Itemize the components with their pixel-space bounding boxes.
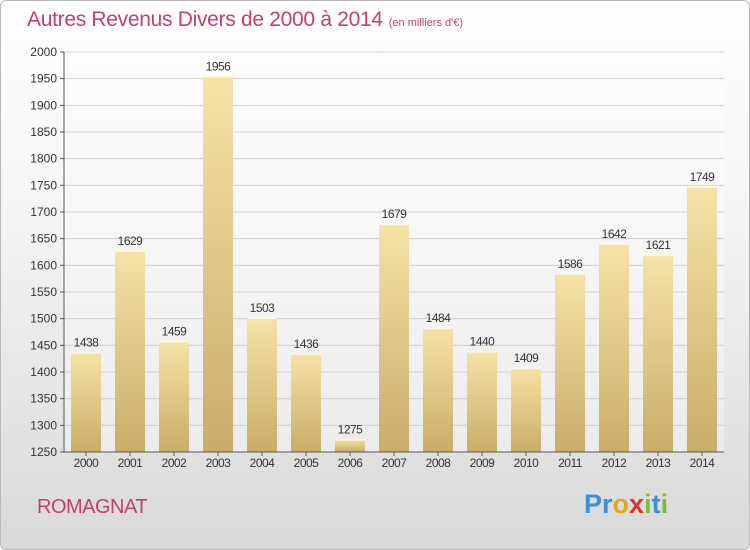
- y-tick-label: 1300: [30, 418, 57, 432]
- logo-letter: P: [584, 489, 603, 519]
- data-label: 1409: [514, 351, 540, 365]
- y-tick-label: 1650: [30, 232, 57, 246]
- x-tick-label: 2008: [426, 456, 452, 470]
- bar-highlight: [511, 367, 541, 370]
- y-tick-label: 1500: [30, 312, 57, 326]
- y-tick-label: 1250: [30, 445, 57, 459]
- chart-subtitle: (en milliers d'€): [388, 17, 463, 29]
- data-label: 1679: [382, 207, 408, 221]
- bar-2005[interactable]: [291, 352, 321, 452]
- bar-2004[interactable]: [247, 317, 277, 452]
- logo-letter: x: [629, 489, 645, 519]
- y-tick-label: 1350: [30, 392, 57, 406]
- bar-highlight: [335, 438, 365, 441]
- x-tick-label: 2004: [250, 456, 276, 470]
- y-tick-label: 2000: [30, 45, 57, 59]
- y-axis: 1250 1300 1350 1400 1450 1500 1550 1600 1650 1700…: [30, 45, 65, 459]
- chart-title: Autres Revenus Divers de 2000 à 2014 (en …: [27, 8, 463, 32]
- bar-highlight: [203, 75, 233, 78]
- bar-2010[interactable]: [511, 367, 541, 452]
- x-tick-label: 2007: [382, 456, 408, 470]
- y-tick-label: 1950: [30, 72, 57, 86]
- data-label: 1956: [206, 59, 232, 73]
- y-tick-label: 1400: [30, 365, 57, 379]
- data-label: 1275: [338, 423, 364, 437]
- logo-letter: i: [644, 489, 652, 519]
- bars: 1438 1629 1459 1956 1503 1436 1275 1679 1484 1440…: [71, 59, 717, 452]
- x-tick-label: 2013: [646, 456, 672, 470]
- data-label: 1484: [426, 311, 452, 325]
- data-label: 1642: [602, 227, 628, 241]
- x-tick-label: 2006: [338, 456, 364, 470]
- bar-highlight: [115, 249, 145, 252]
- bar-highlight: [555, 272, 585, 275]
- bar-chart: 1250 1300 1350 1400 1450 1500 1550 1600 1650 1700…: [30, 45, 724, 470]
- x-tick-label: 2000: [74, 456, 100, 470]
- logo-letter: i: [660, 489, 669, 519]
- data-label: 1629: [118, 234, 144, 248]
- x-tick-label: 2010: [514, 456, 540, 470]
- bar-2000[interactable]: [71, 351, 101, 452]
- bar-highlight: [467, 350, 497, 353]
- x-tick-label: 2011: [558, 456, 583, 470]
- town-name: ROMAGNAT: [37, 496, 148, 518]
- logo-letter: t: [651, 489, 661, 519]
- bar-highlight: [687, 185, 717, 188]
- x-tick-label: 2012: [602, 456, 628, 470]
- y-tick-label: 1550: [30, 285, 57, 299]
- data-label: 1749: [690, 170, 716, 184]
- data-label: 1503: [250, 301, 276, 315]
- bar-highlight: [71, 351, 101, 354]
- y-tick-label: 1850: [30, 125, 57, 139]
- chart-title-text: Autres Revenus Divers de 2000 à 2014: [27, 8, 383, 31]
- bar-2007[interactable]: [379, 223, 409, 452]
- y-tick-label: 1750: [30, 178, 57, 192]
- x-tick-label: 2001: [118, 456, 144, 470]
- data-label: 1621: [646, 238, 672, 252]
- bar-2009[interactable]: [467, 350, 497, 452]
- y-tick-label: 1900: [30, 98, 57, 112]
- x-tick-label: 2002: [162, 456, 188, 470]
- y-tick-label: 1600: [30, 258, 57, 272]
- x-axis: 2000 2001 2002 2003 2004 2005 2006 2007 2008 2009…: [64, 451, 724, 470]
- bar-2006[interactable]: [335, 438, 365, 452]
- bar-2008[interactable]: [423, 327, 453, 452]
- y-tick-label: 1800: [30, 152, 57, 166]
- logo-letter: r: [602, 489, 613, 519]
- data-label: 1459: [162, 325, 188, 339]
- bar-highlight: [599, 242, 629, 245]
- bar-2012[interactable]: [599, 242, 629, 452]
- data-label: 1438: [74, 336, 100, 350]
- x-tick-label: 2014: [690, 456, 716, 470]
- bar-highlight: [291, 352, 321, 355]
- data-label: 1586: [558, 257, 584, 271]
- bar-highlight: [643, 254, 673, 257]
- data-label: 1440: [470, 335, 496, 349]
- bar-highlight: [379, 223, 409, 226]
- bar-2003[interactable]: [203, 75, 233, 452]
- y-tick-label: 1700: [30, 205, 57, 219]
- bar-highlight: [247, 317, 277, 320]
- bar-2013[interactable]: [643, 254, 673, 452]
- x-tick-label: 2003: [206, 456, 232, 470]
- bar-2002[interactable]: [159, 340, 189, 452]
- bar-highlight: [159, 340, 189, 343]
- data-label: 1436: [294, 337, 320, 351]
- bar-highlight: [423, 327, 453, 330]
- x-tick-label: 2009: [470, 456, 496, 470]
- y-tick-label: 1450: [30, 338, 57, 352]
- bar-2014[interactable]: [687, 185, 717, 452]
- bar-2011[interactable]: [555, 272, 585, 452]
- logo-letter: o: [612, 489, 630, 519]
- x-tick-label: 2005: [294, 456, 320, 470]
- proxiti-logo[interactable]: Proxiti: [584, 489, 668, 520]
- bar-2001[interactable]: [115, 249, 145, 452]
